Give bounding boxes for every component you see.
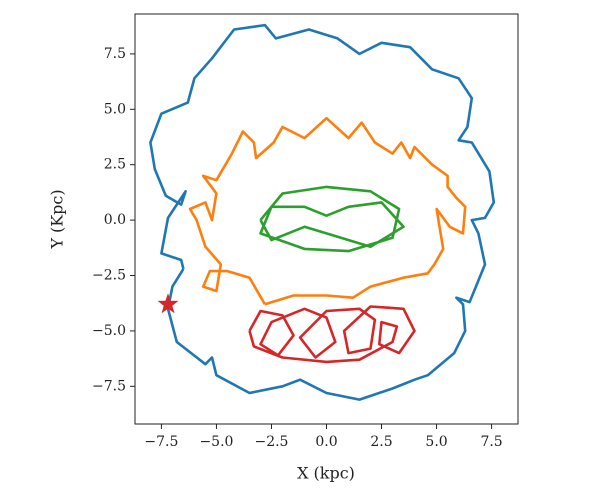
x-axis-label: X (kpc) <box>297 464 355 483</box>
orbit-line <box>248 305 416 364</box>
y-tick-label: 0.0 <box>104 212 126 228</box>
y-tick-label: −7.5 <box>92 378 126 394</box>
y-tick-label: 5.0 <box>104 101 126 117</box>
orbit-line <box>259 185 405 253</box>
orbit-line <box>188 116 467 306</box>
y-tick-label: −5.0 <box>92 323 126 339</box>
plot-frame <box>134 13 519 425</box>
y-tick-label: 7.5 <box>104 46 126 62</box>
x-tick-label: 7.5 <box>480 434 502 450</box>
x-tick-label: 2.5 <box>370 434 392 450</box>
x-tick-label: 0.0 <box>315 434 337 450</box>
x-tick-label: −2.5 <box>254 434 288 450</box>
y-tick-label: 2.5 <box>104 157 126 173</box>
x-tick-label: −7.5 <box>144 434 178 450</box>
y-axis-label: Y (Kpc) <box>48 189 67 249</box>
x-tick-label: 5.0 <box>425 434 447 450</box>
x-tick-label: −5.0 <box>199 434 233 450</box>
orbit-line <box>149 23 496 401</box>
star-marker <box>157 293 179 314</box>
y-tick-label: −2.5 <box>92 268 126 284</box>
